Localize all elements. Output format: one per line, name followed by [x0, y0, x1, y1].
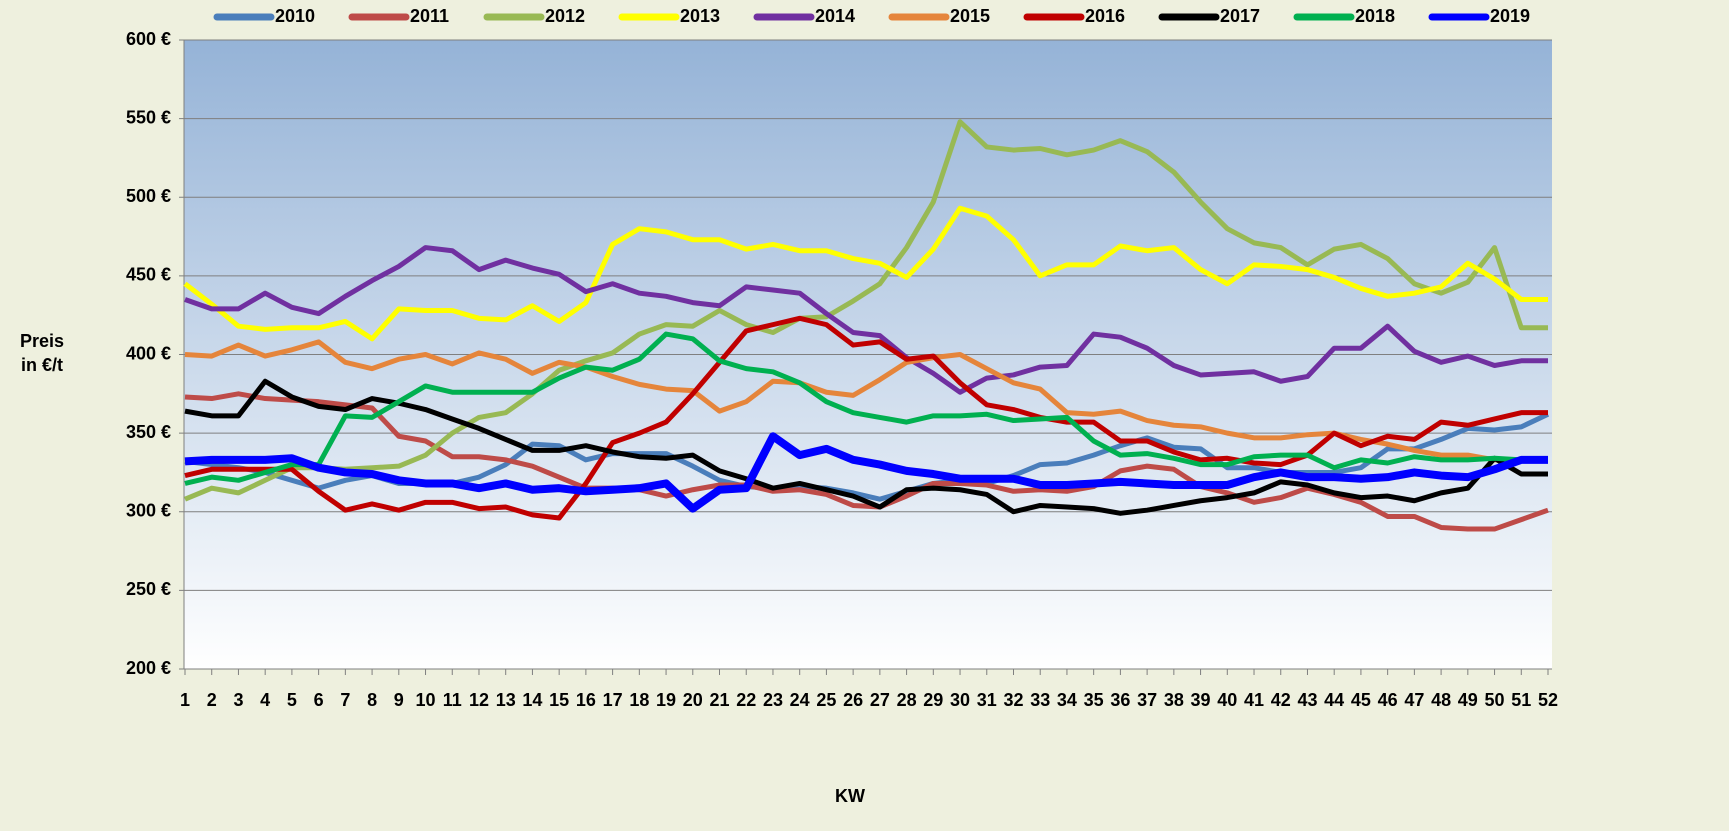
legend-label: 2019 — [1490, 6, 1530, 26]
legend-label: 2011 — [410, 6, 449, 26]
x-tick-label: 44 — [1324, 690, 1344, 710]
x-tick-label: 42 — [1271, 690, 1291, 710]
series-line — [184, 378, 1548, 516]
x-tick-label: 2 — [207, 690, 217, 710]
y-axis-label: Preis — [20, 331, 64, 351]
x-tick-label: 32 — [1003, 690, 1023, 710]
x-tick-label: 38 — [1164, 690, 1184, 710]
y-tick-label: 500 € — [126, 186, 171, 206]
x-tick-label: 46 — [1378, 690, 1398, 710]
legend-label: 2018 — [1355, 6, 1395, 26]
x-tick-label: 19 — [656, 690, 676, 710]
legend-label: 2013 — [680, 6, 720, 26]
legend-label: 2012 — [545, 6, 585, 26]
x-axis-label: KW — [835, 786, 865, 806]
x-tick-label: 22 — [736, 690, 756, 710]
y-tick-label: 350 € — [126, 422, 171, 442]
x-tick-label: 27 — [870, 690, 890, 710]
x-tick-label: 9 — [394, 690, 404, 710]
x-tick-label: 48 — [1431, 690, 1451, 710]
x-tick-label: 29 — [923, 690, 943, 710]
x-tick-label: 36 — [1110, 690, 1130, 710]
x-tick-label: 40 — [1217, 690, 1237, 710]
x-tick-label: 20 — [683, 690, 703, 710]
y-axis-label: in €/t — [21, 355, 63, 375]
x-tick-label: 4 — [260, 690, 270, 710]
x-tick-label: 26 — [843, 690, 863, 710]
x-tick-label: 30 — [950, 690, 970, 710]
series-line — [184, 432, 1548, 513]
legend-label: 2015 — [950, 6, 990, 26]
x-tick-label: 3 — [233, 690, 243, 710]
x-tick-label: 17 — [603, 690, 623, 710]
x-tick-label: 16 — [576, 690, 596, 710]
x-tick-label: 24 — [790, 690, 810, 710]
series-line — [184, 331, 1548, 486]
x-tick-label: 35 — [1084, 690, 1104, 710]
y-tick-label: 400 € — [126, 343, 171, 363]
legend-label: 2017 — [1220, 6, 1260, 26]
x-tick-label: 43 — [1297, 690, 1317, 710]
x-tick-label: 7 — [340, 690, 350, 710]
x-tick-label: 18 — [629, 690, 649, 710]
x-tick-label: 25 — [816, 690, 836, 710]
legend-label: 2010 — [275, 6, 315, 26]
x-tick-label: 51 — [1511, 690, 1531, 710]
y-tick-label: 200 € — [126, 658, 171, 678]
series-line — [184, 119, 1548, 502]
x-tick-label: 52 — [1538, 690, 1558, 710]
x-tick-label: 34 — [1057, 690, 1077, 710]
x-tick-label: 10 — [416, 690, 436, 710]
series-line — [183, 205, 1548, 342]
x-tick-label: 33 — [1030, 690, 1050, 710]
x-tick-label: 6 — [314, 690, 324, 710]
x-tick-label: 50 — [1485, 690, 1505, 710]
x-tick-label: 49 — [1458, 690, 1478, 710]
y-tick-label: 250 € — [126, 579, 171, 599]
x-tick-label: 11 — [443, 690, 462, 710]
x-tick-label: 12 — [469, 690, 489, 710]
x-tick-label: 14 — [522, 690, 542, 710]
x-tick-label: 5 — [287, 690, 297, 710]
x-tick-label: 13 — [496, 690, 516, 710]
x-tick-label: 23 — [763, 690, 783, 710]
y-tick-label: 600 € — [126, 29, 171, 49]
y-tick-label: 450 € — [126, 265, 171, 285]
series-line — [184, 315, 1548, 521]
x-tick-label: 28 — [897, 690, 917, 710]
x-tick-label: 47 — [1404, 690, 1424, 710]
series-line — [184, 339, 1548, 463]
legend-label: 2016 — [1085, 6, 1125, 26]
x-tick-label: 41 — [1244, 690, 1264, 710]
series-line — [184, 245, 1548, 395]
y-tick-label: 300 € — [126, 501, 171, 521]
x-tick-label: 37 — [1137, 690, 1157, 710]
x-tick-label: 21 — [709, 690, 729, 710]
x-tick-label: 45 — [1351, 690, 1371, 710]
x-tick-label: 15 — [549, 690, 569, 710]
y-tick-label: 550 € — [126, 107, 171, 127]
legend-label: 2014 — [815, 6, 855, 26]
x-tick-label: 39 — [1191, 690, 1211, 710]
x-tick-label: 1 — [180, 690, 190, 710]
x-tick-label: 8 — [367, 690, 377, 710]
x-tick-label: 31 — [977, 690, 997, 710]
